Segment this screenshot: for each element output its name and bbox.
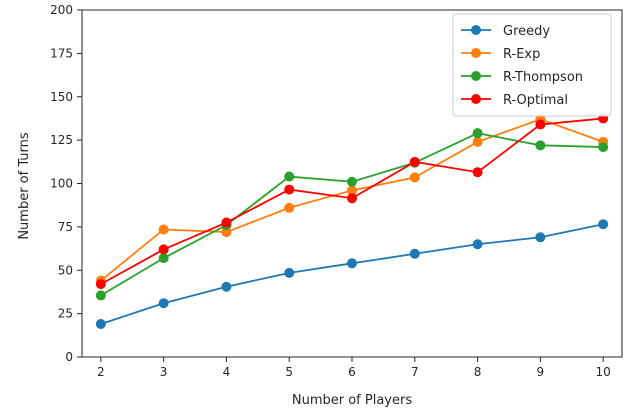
data-point-greedy bbox=[535, 232, 546, 243]
data-point-r-thompson bbox=[158, 253, 169, 264]
data-point-r-optimal bbox=[284, 184, 295, 195]
legend-entry-label: Greedy bbox=[503, 24, 550, 39]
y-tick-label: 125 bbox=[50, 133, 73, 147]
x-tick-label: 9 bbox=[537, 365, 545, 379]
x-axis-label: Number of Players bbox=[292, 393, 412, 408]
data-point-r-thompson bbox=[284, 171, 295, 182]
data-point-r-thompson bbox=[535, 140, 546, 151]
data-point-greedy bbox=[598, 219, 609, 230]
data-point-r-optimal bbox=[472, 167, 483, 178]
y-tick-label: 0 bbox=[65, 350, 73, 364]
x-tick-label: 4 bbox=[223, 365, 231, 379]
y-axis-label: Number of Turns bbox=[17, 132, 32, 240]
legend-marker bbox=[471, 94, 481, 104]
data-point-greedy bbox=[409, 248, 420, 259]
y-tick-label: 150 bbox=[50, 90, 73, 104]
data-point-r-optimal bbox=[409, 156, 420, 167]
data-point-greedy bbox=[284, 267, 295, 278]
data-point-greedy bbox=[158, 298, 169, 309]
legend-entry-label: R-Thompson bbox=[503, 70, 583, 85]
data-point-greedy bbox=[472, 239, 483, 250]
data-point-r-optimal bbox=[347, 193, 357, 204]
y-tick-label: 200 bbox=[50, 3, 73, 17]
data-point-greedy bbox=[221, 281, 232, 292]
data-point-r-optimal bbox=[158, 244, 169, 255]
legend-marker bbox=[471, 71, 481, 81]
data-point-greedy bbox=[95, 319, 106, 330]
y-tick-label: 25 bbox=[58, 307, 73, 321]
legend-box bbox=[452, 13, 612, 117]
data-point-r-thompson bbox=[347, 176, 357, 187]
y-tick-label: 75 bbox=[58, 220, 73, 234]
x-tick-label: 3 bbox=[160, 365, 168, 379]
y-tick-label: 175 bbox=[50, 46, 73, 60]
x-tick-label: 10 bbox=[596, 365, 611, 379]
x-tick-label: 5 bbox=[285, 365, 293, 379]
x-tick-label: 2 bbox=[97, 365, 105, 379]
plot-area: 0 25 50 75 100 125 150 175 200 2 3 4 5 6 7 8 9 10 bbox=[50, 3, 623, 379]
series-line-greedy bbox=[100, 223, 604, 325]
data-point-r-thompson bbox=[95, 290, 106, 301]
legend: Greedy R-Exp R-Thompson R-Optimal bbox=[452, 13, 612, 117]
data-point-r-exp bbox=[221, 227, 232, 238]
legend-entry-label: R-Optimal bbox=[503, 93, 568, 108]
x-tick-label: 8 bbox=[474, 365, 482, 379]
data-point-r-exp bbox=[409, 172, 420, 183]
legend-entry-label: R-Exp bbox=[503, 47, 540, 62]
y-tick-label: 100 bbox=[50, 177, 73, 191]
data-point-r-exp bbox=[472, 136, 483, 147]
data-point-r-thompson bbox=[472, 128, 483, 139]
x-tick-label: 7 bbox=[411, 365, 419, 379]
data-point-r-exp bbox=[284, 202, 295, 213]
x-tick-label: 6 bbox=[348, 365, 356, 379]
legend-marker bbox=[471, 48, 481, 58]
y-tick-label: 50 bbox=[58, 263, 73, 277]
data-point-r-optimal bbox=[95, 279, 106, 290]
data-point-greedy bbox=[347, 258, 357, 269]
series-line-r-thompson bbox=[100, 132, 604, 297]
data-point-r-exp bbox=[158, 224, 169, 235]
data-point-r-thompson bbox=[598, 142, 609, 153]
data-point-r-exp bbox=[347, 185, 357, 196]
data-point-r-optimal bbox=[535, 119, 546, 130]
legend-marker bbox=[471, 25, 481, 35]
data-point-r-optimal bbox=[221, 217, 232, 228]
